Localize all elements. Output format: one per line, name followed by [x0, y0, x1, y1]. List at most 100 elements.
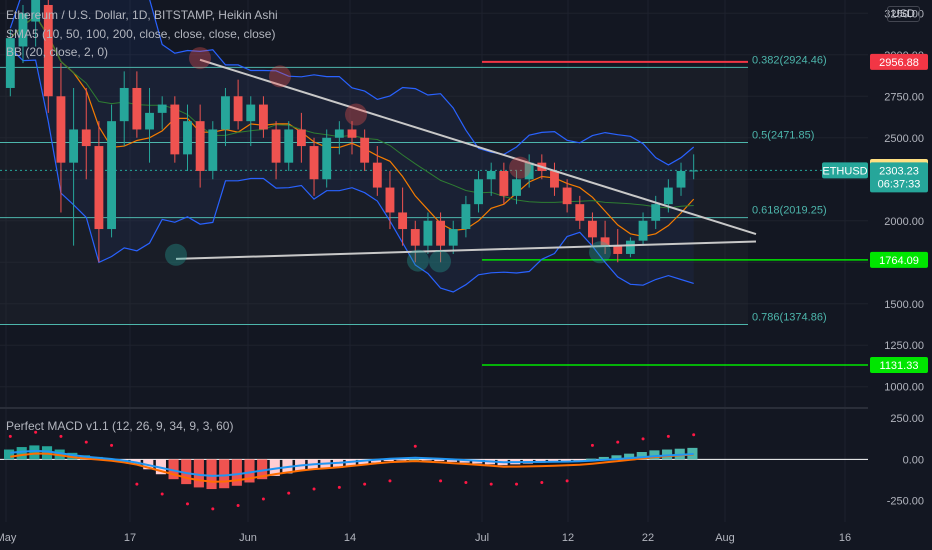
time-tick-label: Jun	[239, 532, 257, 544]
candle-body	[94, 146, 104, 230]
pivot-marker	[509, 156, 531, 179]
macd-dot	[439, 479, 443, 483]
symbol-tag	[822, 162, 868, 179]
pivot-marker	[429, 250, 451, 273]
candle-body	[208, 129, 218, 171]
candle-body	[588, 220, 597, 238]
drawings	[165, 47, 757, 273]
price-tick-label: 1250.00	[884, 340, 924, 352]
fib-level-label: 0.618(2019.25)	[752, 205, 827, 217]
macd-dot	[413, 444, 417, 448]
macd-histogram-bar	[408, 459, 420, 461]
fib-level-label: 0.786(1374.86)	[752, 312, 827, 324]
candle-body	[651, 204, 661, 221]
candle-body	[246, 104, 256, 122]
descending-trendline	[199, 58, 757, 235]
candle-body	[550, 170, 559, 188]
macd-dot	[185, 502, 189, 506]
bb-legend: BB (20, close, 2, 0)	[6, 45, 109, 59]
macd-histogram-bar	[181, 459, 192, 485]
macd-histogram-bar	[434, 459, 445, 462]
candle-body	[233, 96, 243, 122]
time-tick-label: 12	[562, 532, 574, 544]
horizontal-lines	[0, 60, 868, 366]
macd-histogram-bar	[231, 459, 242, 486]
candle-body	[258, 104, 268, 130]
time-tick-label: May	[0, 532, 17, 544]
macd-dot	[363, 482, 367, 486]
candle-body	[347, 129, 357, 138]
candle-body	[81, 129, 91, 147]
macd-histogram-bar	[459, 459, 470, 463]
candle-body	[334, 129, 344, 138]
macd-dot	[160, 492, 164, 496]
candle-body	[385, 187, 395, 213]
macd-dot	[489, 482, 493, 486]
candle-body	[562, 187, 572, 205]
macd-histogram-bar	[421, 459, 432, 461]
price-tick-label: 2500.00	[884, 133, 924, 145]
candle-body	[309, 146, 319, 180]
candle-body	[195, 121, 205, 171]
grid	[0, 0, 868, 522]
price-tick-label: 3250.00	[884, 8, 924, 20]
macd-histogram-bar	[219, 459, 230, 489]
candle-body	[284, 129, 294, 163]
candle-body	[512, 179, 521, 196]
price-tag-label: 1764.09	[879, 255, 919, 267]
candle-body	[499, 170, 509, 196]
candle-body	[676, 170, 686, 188]
fib-level-label: 0.5(2471.85)	[752, 129, 814, 141]
symbol-tag-label: ETHUSD	[822, 165, 867, 177]
pivot-marker	[165, 243, 187, 266]
candle-body	[663, 187, 673, 205]
price-tick-label: 1000.00	[884, 382, 924, 394]
macd-tick-label: 250.00	[890, 413, 924, 425]
candle-body	[183, 121, 192, 155]
candle-body	[372, 162, 382, 188]
macd-dot	[236, 504, 240, 508]
macd-dot	[135, 482, 139, 486]
macd-dot	[8, 434, 12, 438]
macd-dot	[287, 491, 291, 495]
macd-histogram-bar	[446, 459, 458, 462]
current-price-tag	[870, 162, 928, 193]
countdown-label: 06:37:33	[878, 178, 921, 190]
macd-histogram-bar	[4, 449, 15, 460]
macd-histogram-bar	[358, 459, 369, 465]
macd-tick-label: -250.00	[887, 496, 924, 508]
price-tag	[870, 251, 928, 268]
macd-histogram-bar	[193, 459, 204, 488]
pivot-marker	[189, 47, 211, 70]
candle-body	[436, 220, 446, 246]
macd-dot	[540, 480, 544, 484]
macd-histogram-bar	[383, 459, 394, 462]
candle-body	[613, 245, 623, 254]
time-tick-label: 17	[124, 532, 136, 544]
macd-dot	[388, 479, 392, 483]
candle-body	[271, 129, 281, 163]
sma-legend: SMA5 (10, 50, 100, 200, close, close, cl…	[6, 27, 276, 41]
macd-dot	[84, 440, 88, 444]
candle-body	[157, 104, 167, 113]
macd-histogram-bar	[560, 459, 571, 462]
time-axis: May 17 Jun 14 Jul 12 22 Aug 16	[0, 525, 932, 550]
macd-dot	[666, 434, 670, 438]
macd-histogram-bar	[396, 459, 407, 461]
candle-body	[448, 229, 458, 246]
macd-tick-label: 0.00	[903, 454, 924, 466]
candles[interactable]	[5, 0, 699, 263]
macd-dot	[616, 440, 620, 444]
candle-body	[600, 237, 610, 246]
candle-body	[423, 220, 433, 246]
candle-body	[31, 0, 41, 22]
chart-title: Ethereum / U.S. Dollar, 1D, BITSTAMP, He…	[6, 8, 278, 22]
currency-button[interactable]: USD	[886, 6, 920, 22]
candle-body	[689, 170, 699, 172]
pivot-marker	[345, 103, 367, 126]
macd-histogram-bar	[636, 452, 647, 460]
bollinger-upper-line	[9, 0, 695, 166]
bollinger-lower-line	[9, 47, 694, 293]
